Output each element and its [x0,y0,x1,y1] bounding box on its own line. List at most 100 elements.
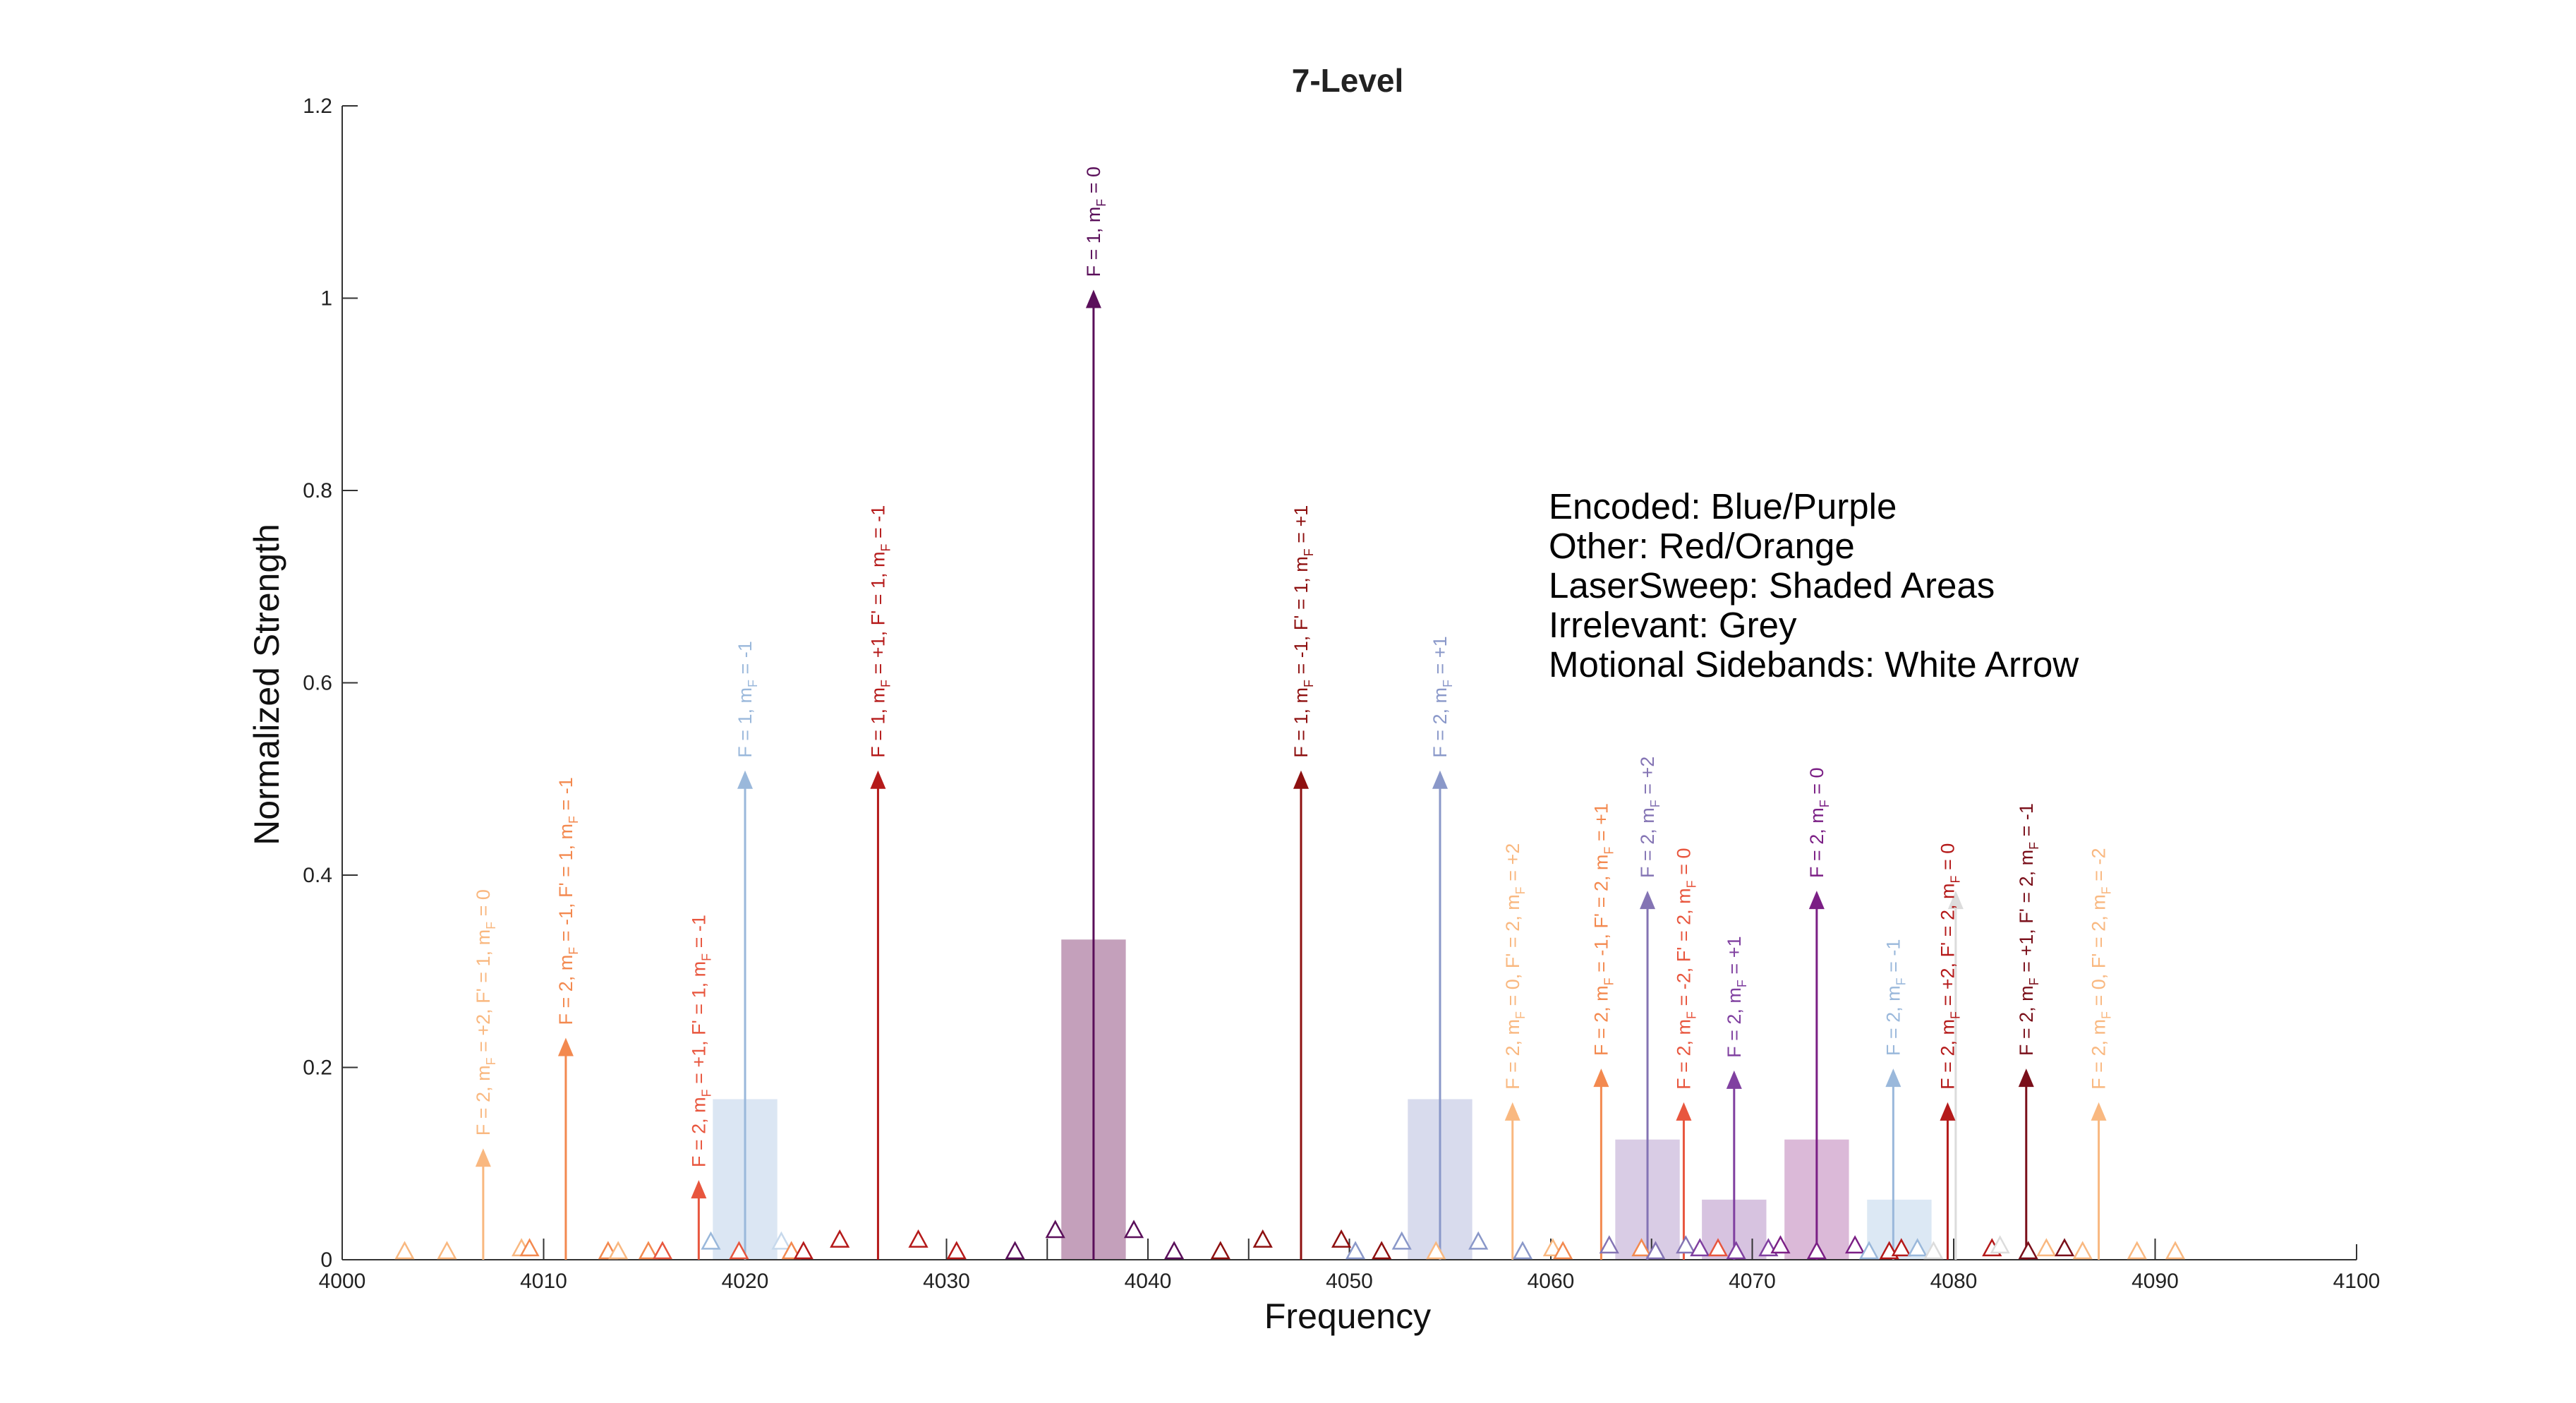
sideband-marker-6 [638,1241,659,1260]
x-tick-label: 4070 [1729,1270,1776,1293]
peak-arrowhead-15 [1947,891,1964,910]
sideband-marker-36 [1707,1238,1729,1257]
peak-arrowhead-13 [1808,891,1825,910]
peak-arrowhead-14 [1885,1068,1901,1088]
peak-label-10: F = 2, mF = +2 [1637,757,1662,878]
peak-arrowhead-10 [1640,891,1656,910]
peak-arrowhead-18 [2091,1102,2107,1121]
sideband-marker-45 [1907,1238,1928,1257]
sideband-marker-14 [908,1229,929,1248]
sideband-marker-40 [1806,1241,1827,1260]
sideband-marker-0 [394,1241,415,1260]
sideband-marker-23 [1345,1241,1366,1260]
chart-title: 7-Level [1292,62,1404,99]
peak-label-6: F = 1, mF = -1, F' = 1, mF = +1 [1290,505,1316,758]
peak-label-2: F = 2, mF = +1, F' = 1, mF = -1 [688,915,713,1167]
peak-arrowhead-11 [1676,1102,1692,1121]
sideband-marker-3 [519,1238,540,1257]
y-tick-label: 1 [320,287,332,311]
motional-sidebands [394,1220,2186,1260]
peak-label-14: F = 2, mF = -1 [1882,939,1908,1056]
peak-label-0: F = 2, mF = +2, F' = 1, mF = 0 [473,889,498,1136]
sideband-marker-51 [2054,1238,2075,1257]
legend-entry-3: Irrelevant: Grey [1549,605,1797,645]
sideband-marker-11 [781,1241,802,1260]
y-axis-label: Normalized Strength [247,524,286,845]
peak-labels: F = 2, mF = +2, F' = 1, mF = 0 F = 2, mF … [473,167,2114,1167]
legend-entry-2: LaserSweep: Shaded Areas [1549,565,1995,606]
x-tick-label: 4080 [1930,1270,1978,1293]
x-tick-label: 4040 [1125,1270,1172,1293]
sideband-marker-42 [1858,1241,1880,1260]
y-tick-label: 1.2 [303,95,332,118]
sideband-marker-20 [1210,1241,1230,1260]
sideband-marker-27 [1468,1231,1489,1250]
legend-entry-4: Motional Sidebands: White Arrow [1549,644,2079,685]
sideband-marker-39 [1770,1235,1791,1254]
sideband-marker-31 [1599,1235,1619,1254]
peak-arrowhead-2 [691,1180,707,1199]
peak-label-9: F = 2, mF = -1, F' = 2, mF = +1 [1590,803,1616,1056]
sideband-marker-49 [2018,1241,2038,1260]
sideband-marker-29 [1542,1238,1563,1257]
sideband-marker-5 [608,1241,629,1260]
peak-label-4: F = 1, mF = +1, F' = 1, mF = -1 [867,505,893,758]
sideband-marker-21 [1252,1229,1273,1248]
sideband-marker-46 [1923,1241,1944,1260]
sideband-marker-35 [1690,1238,1710,1257]
sideband-marker-32 [1631,1238,1652,1257]
sideband-marker-48 [1990,1235,2010,1254]
x-tick-label: 4010 [520,1270,567,1293]
peak-label-11: F = 2, mF = -2, F' = 2, mF = 0 [1673,848,1698,1090]
sideband-marker-25 [1391,1231,1412,1250]
legend-entry-0: Encoded: Blue/Purple [1549,486,1897,526]
peak-label-12: F = 2, mF = +1 [1724,937,1749,1058]
peak-arrowhead-3 [737,770,753,789]
sideband-marker-30 [1553,1241,1573,1260]
peak-arrowhead-0 [475,1148,491,1167]
x-tick-label: 4100 [2333,1270,2381,1293]
x-axis-label: Frequency [1264,1296,1431,1336]
sideband-marker-26 [1426,1241,1446,1260]
peak-arrowhead-5 [1085,289,1101,308]
peak-arrowhead-7 [1432,770,1448,789]
peak-label-13: F = 2, mF = 0 [1806,767,1832,878]
sideband-marker-22 [1331,1229,1352,1248]
peak-label-5: F = 1, mF = 0 [1083,167,1108,277]
peak-label-7: F = 2, mF = +1 [1429,636,1455,757]
sideband-marker-54 [2165,1241,2186,1260]
peak-label-17: F = 2, mF = +1, F' = 2, mF = -1 [2016,803,2041,1056]
sideband-marker-18 [1123,1220,1144,1239]
sideband-marker-34 [1676,1235,1696,1254]
sideband-marker-44 [1891,1238,1911,1257]
x-tick-label: 4030 [923,1270,970,1293]
peak-arrowhead-1 [557,1037,574,1056]
sideband-marker-33 [1645,1241,1666,1260]
y-tick-label: 0.4 [303,864,332,887]
x-tick-label: 4020 [722,1270,769,1293]
sideband-marker-24 [1372,1241,1392,1260]
sideband-marker-50 [2036,1238,2057,1257]
peak-arrowhead-9 [1593,1068,1609,1088]
peak-arrowhead-8 [1504,1102,1520,1121]
sideband-marker-9 [729,1241,749,1260]
sideband-marker-19 [1164,1241,1185,1260]
y-tick-label: 0.2 [303,1056,332,1080]
peak-stems [475,289,2107,1260]
legend-entry-1: Other: Red/Orange [1549,526,1855,566]
peak-label-18: F = 2, mF = 0, F' = 2, mF = -2 [2088,848,2114,1090]
sideband-marker-52 [2072,1241,2093,1260]
sideband-marker-28 [1512,1241,1533,1260]
peak-label-16: F = 2, mF = +2, F' = 2, mF = 0 [1937,843,1962,1090]
sideband-marker-17 [1045,1220,1065,1239]
peak-arrowhead-17 [2018,1068,2034,1088]
x-tick-label: 4060 [1528,1270,1575,1293]
peak-label-1: F = 2, mF = -1, F' = 1, mF = -1 [555,777,581,1025]
y-tick-label: 0 [320,1248,332,1272]
x-tick-label: 4090 [2131,1270,2179,1293]
sideband-marker-13 [830,1229,850,1248]
peak-arrowhead-6 [1293,770,1309,789]
x-tick-label: 4050 [1326,1270,1373,1293]
